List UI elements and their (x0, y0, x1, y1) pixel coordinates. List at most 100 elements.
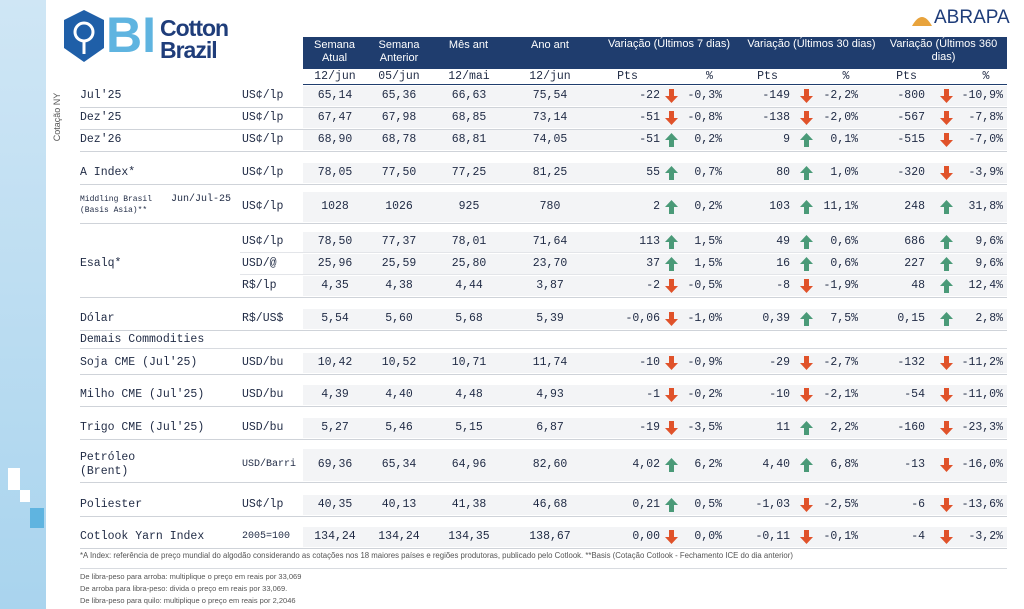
row-bg (303, 108, 1007, 128)
value: 6,87 (536, 421, 564, 434)
value: 65,36 (381, 89, 417, 102)
value: 11,74 (532, 356, 568, 369)
change-arrow (940, 498, 953, 517)
change-pct: 12,4% (968, 279, 1003, 292)
change-pts: -515 (897, 133, 925, 146)
value: 78,01 (451, 235, 487, 248)
change-arrow (665, 235, 678, 254)
value: 25,59 (381, 257, 417, 270)
change-pct: -0,5% (687, 279, 722, 292)
change-arrow (800, 498, 813, 517)
change-pts: -10 (769, 388, 790, 401)
block-rule (80, 330, 1007, 331)
change-pts: 16 (776, 257, 790, 270)
arrow-up (665, 257, 678, 271)
change-pct: 9,6% (975, 257, 1003, 270)
logo-text: Cotton (160, 15, 229, 41)
arrow-up (800, 166, 813, 180)
unit: US¢/lp (242, 111, 284, 124)
value: 77,25 (451, 166, 487, 179)
change-arrow (665, 421, 678, 440)
row-label: Dez'25 (80, 111, 122, 124)
footnote: *A Index: referência de preço mundial do… (80, 551, 793, 560)
row-label: Soja CME (Jul'25) (80, 356, 198, 369)
change-pct: 0,1% (830, 133, 858, 146)
logo-icon (64, 10, 104, 62)
change-pts: -51 (639, 111, 660, 124)
arrow-up (800, 133, 813, 147)
change-pts: -4 (911, 530, 925, 543)
change-pct: 2,8% (975, 312, 1003, 325)
arrow-down (940, 133, 953, 147)
change-arrow (800, 458, 813, 477)
row-label: Milho CME (Jul'25) (80, 388, 205, 401)
change-arrow (800, 200, 813, 219)
value: 25,80 (451, 257, 487, 270)
change-pts: -567 (897, 111, 925, 124)
change-arrow (940, 356, 953, 375)
row-bg (303, 163, 1007, 183)
change-pts: -0,06 (625, 312, 660, 325)
change-pct: -1,9% (823, 279, 858, 292)
row-bg (303, 86, 1007, 106)
unit: USD/bu (242, 388, 284, 401)
unit: US¢/lp (242, 235, 284, 248)
change-arrow (940, 166, 953, 185)
change-pct: -16,0% (961, 458, 1003, 471)
arrow-down (940, 388, 953, 402)
row-label: Cotlook Yarn Index (80, 530, 205, 543)
block-rule (80, 482, 1007, 483)
change-arrow (800, 235, 813, 254)
partner-logo: ABRAPA (934, 7, 1010, 28)
row-bg (303, 495, 1007, 515)
column-header: Semana Atual (314, 39, 355, 64)
change-pts: -54 (904, 388, 925, 401)
change-pct: -0,1% (823, 530, 858, 543)
unit: USD/@ (242, 257, 277, 270)
value: 65,14 (317, 89, 353, 102)
value: 77,37 (381, 235, 417, 248)
change-pts: -1 (646, 388, 660, 401)
change-pts: -2 (646, 279, 660, 292)
change-pts: 11 (776, 421, 790, 434)
value: 68,81 (451, 133, 487, 146)
arrow-down (665, 530, 678, 544)
change-pct: 0,7% (694, 166, 722, 179)
change-arrow (940, 257, 953, 276)
arrow-up (665, 498, 678, 512)
value: 77,50 (381, 166, 417, 179)
value: 78,50 (317, 235, 353, 248)
block-rule (80, 151, 1007, 152)
value: 134,24 (378, 530, 420, 543)
change-pct: 0,2% (694, 200, 722, 213)
arrow-up (665, 458, 678, 472)
side-label: Cotação NY (52, 92, 62, 142)
block-rule (80, 439, 1007, 440)
change-pts: -10 (639, 356, 660, 369)
row-bg (303, 309, 1007, 329)
change-pts: -160 (897, 421, 925, 434)
row-label: Poliester (80, 498, 143, 511)
change-arrow (665, 166, 678, 185)
unit: R$/US$ (242, 312, 284, 325)
value: 82,60 (532, 458, 568, 471)
column-header: Semana Anterior (378, 39, 420, 64)
unit: USD/bu (242, 356, 284, 369)
change-arrow (665, 356, 678, 375)
change-arrow (665, 133, 678, 152)
row-label: Dez'26 (80, 133, 122, 146)
arrow-down (940, 89, 953, 103)
change-arrow (665, 89, 678, 108)
change-arrow (665, 111, 678, 130)
change-pct: -0,8% (687, 111, 722, 124)
arrow-down (800, 498, 813, 512)
footnote: De arroba para libra-peso: divida o preç… (80, 584, 288, 593)
arrow-down (665, 388, 678, 402)
arrow-down (800, 356, 813, 370)
change-arrow (800, 388, 813, 407)
value: 10,42 (317, 356, 353, 369)
value: 5,39 (536, 312, 564, 325)
change-pct: -2,5% (823, 498, 858, 511)
change-pct: 0,2% (694, 133, 722, 146)
